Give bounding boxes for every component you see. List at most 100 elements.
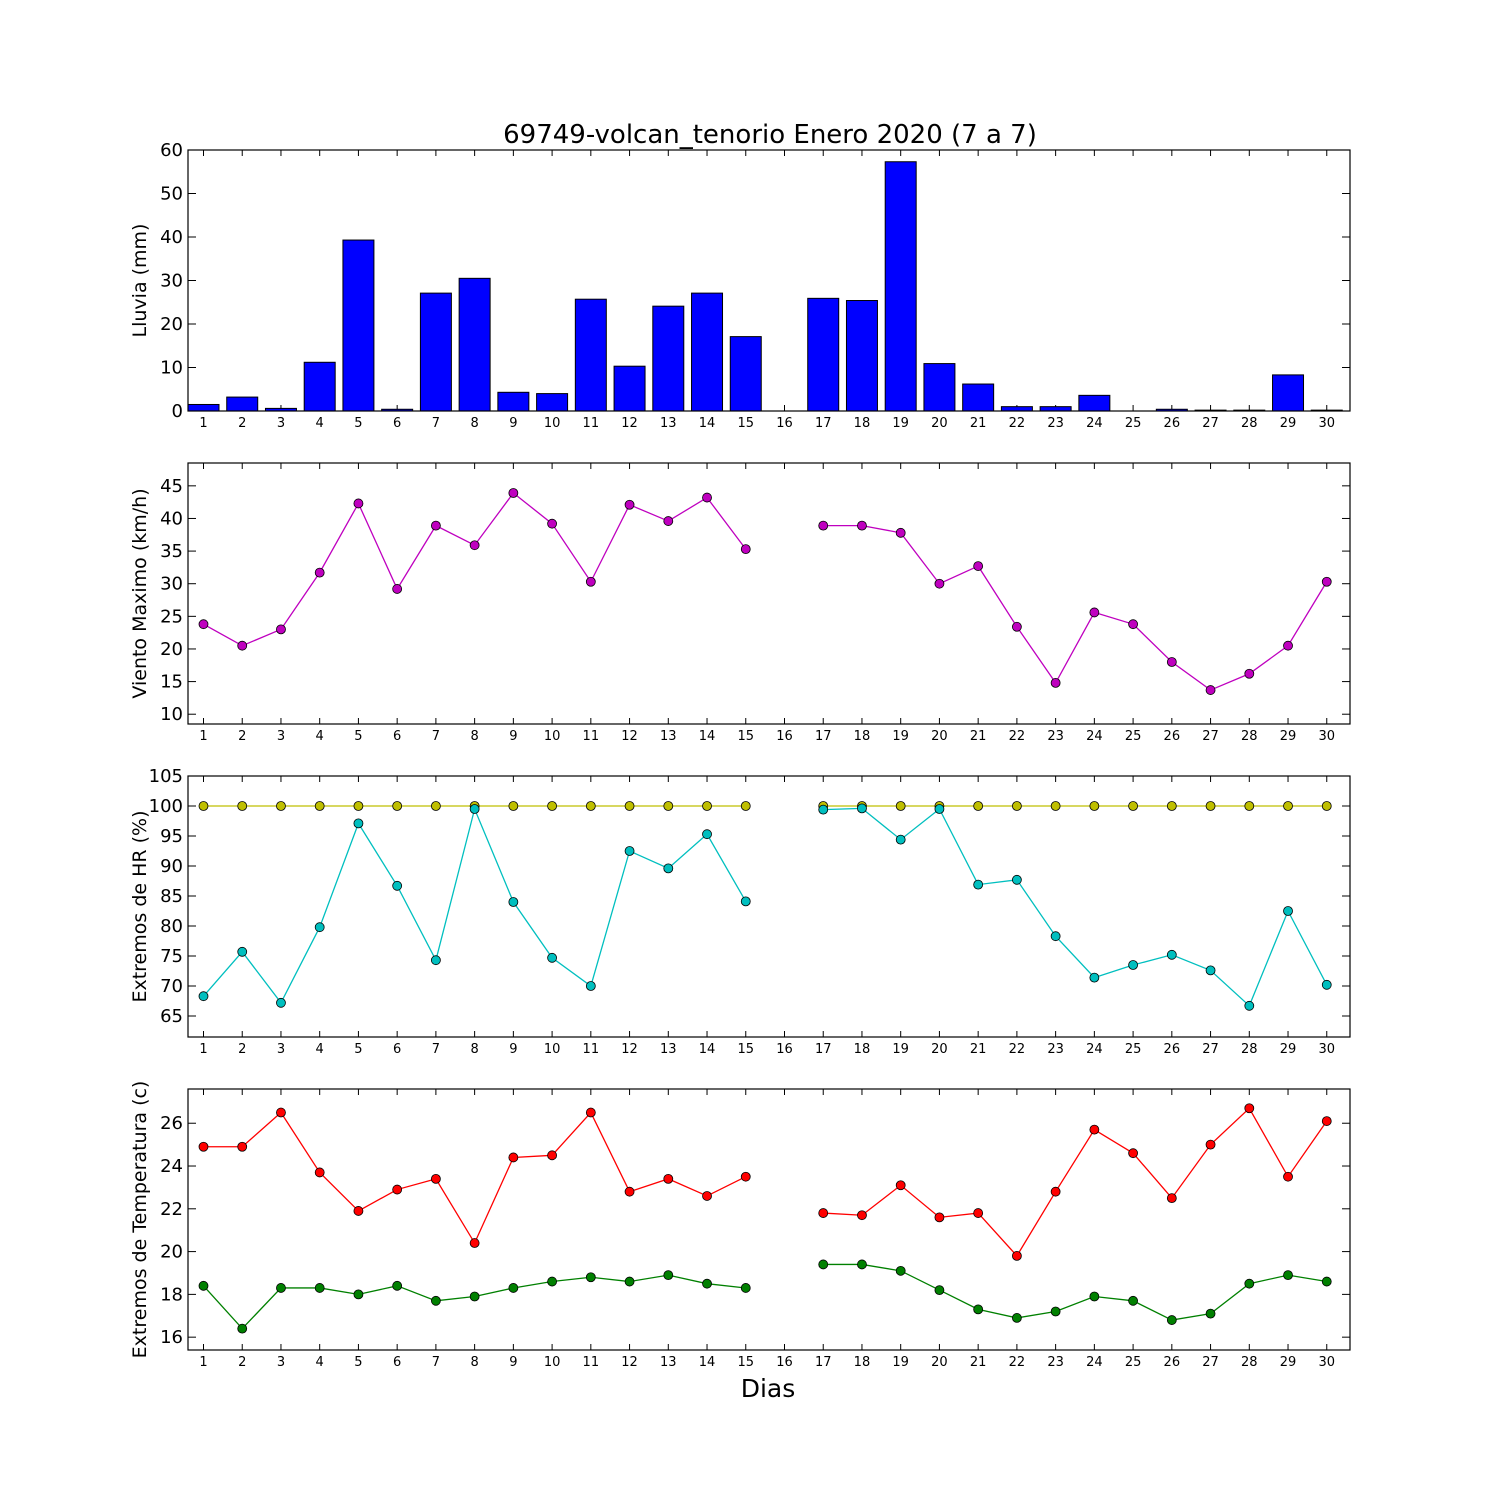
temp-min-point [237, 1323, 248, 1334]
wind-point [624, 499, 635, 510]
x-tick-label: 20 [931, 729, 948, 744]
temp-max-point [973, 1208, 984, 1218]
x-tick-label: 2 [238, 1042, 246, 1057]
x-tick-label: 14 [699, 729, 716, 744]
y-tick-label: 75 [160, 946, 183, 967]
hr-min-point [857, 803, 867, 814]
x-tick-label: 1 [199, 729, 207, 744]
x-tick-label: 21 [970, 1355, 987, 1370]
wind-point [818, 520, 829, 531]
x-tick-label: 4 [316, 729, 324, 744]
x-tick-label: 19 [892, 729, 909, 744]
hr-max-point [663, 801, 674, 811]
wind-point [392, 584, 403, 594]
x-tick-label: 3 [277, 416, 285, 431]
x-tick-label: 9 [509, 1355, 517, 1370]
temp-min-point [469, 1291, 480, 1302]
x-tick-label: 10 [544, 1355, 561, 1370]
x-tick-label: 19 [892, 1355, 909, 1370]
hr-max-point [1128, 801, 1138, 811]
x-tick-label: 16 [776, 1042, 793, 1057]
hr-max-point [392, 801, 403, 811]
x-tick-label: 1 [199, 1042, 207, 1057]
rain-bar [342, 239, 375, 412]
hr-min-point [392, 880, 403, 891]
x-tick-label: 28 [1241, 1355, 1258, 1370]
hr-min-point [1205, 965, 1216, 976]
wind-point [1166, 657, 1177, 667]
hr-min-point [585, 981, 596, 991]
temp-max-point [1011, 1250, 1022, 1261]
wind-point [430, 520, 441, 531]
x-tick-label: 19 [892, 1042, 909, 1057]
rain-bar [1078, 394, 1111, 412]
x-tick-label: 26 [1164, 1355, 1181, 1370]
x-tick-label: 26 [1164, 416, 1181, 431]
x-tick-label: 6 [393, 1042, 401, 1057]
y-tick-label: 30 [160, 574, 183, 595]
hr-max-point [624, 801, 635, 811]
temp-min-point [702, 1278, 712, 1289]
hr-min-point [740, 896, 751, 907]
x-tick-label: 22 [1009, 1355, 1026, 1370]
hr-min-point [624, 846, 635, 856]
temp-max-point [1205, 1139, 1216, 1150]
x-tick-label: 29 [1280, 416, 1297, 431]
x-tick-label: 7 [432, 1355, 440, 1370]
hr-min-line [203, 806, 747, 1005]
x-tick-label: 30 [1318, 416, 1335, 431]
rain-bar [1039, 406, 1072, 412]
x-tick-label: 3 [277, 1042, 285, 1057]
x-tick-label: 1 [199, 416, 207, 431]
x-tick-label: 15 [737, 1042, 754, 1057]
y-axis-label: Lluvia (mm) [129, 224, 151, 338]
hr-min-point [934, 804, 945, 814]
x-tick-label: 13 [660, 1042, 677, 1057]
x-tick-label: 18 [854, 729, 871, 744]
hr-min-point [353, 818, 364, 829]
x-tick-label: 25 [1125, 1355, 1142, 1370]
x-tick-label: 11 [583, 416, 600, 431]
x-tick-label: 8 [470, 1042, 478, 1057]
temp-min-point [1128, 1295, 1138, 1306]
hr-min-point [1244, 1000, 1255, 1011]
x-tick-label: 5 [354, 1355, 362, 1370]
temp-min-point [1283, 1270, 1293, 1281]
hr-max-point [276, 801, 286, 811]
temp-max-line [823, 1107, 1328, 1257]
temp-max-point [740, 1171, 751, 1182]
x-tick-label: 17 [815, 1355, 832, 1370]
x-tick-label: 20 [931, 1355, 948, 1370]
y-tick-label: 30 [160, 271, 183, 292]
temp-min-point [508, 1283, 519, 1293]
x-tick-label: 24 [1086, 729, 1103, 744]
hr-max-point [585, 801, 596, 811]
y-tick-label: 20 [160, 639, 183, 660]
temp-min-point [973, 1304, 984, 1315]
x-tick-label: 29 [1280, 1042, 1297, 1057]
x-tick-label: 22 [1009, 729, 1026, 744]
x-tick-label: 20 [931, 1042, 948, 1057]
temp-max-point [1050, 1186, 1061, 1197]
wind-point [314, 567, 325, 578]
x-tick-label: 28 [1241, 416, 1258, 431]
wind-point [1321, 576, 1332, 587]
x-tick-label: 9 [509, 729, 517, 744]
temp-max-point [430, 1173, 441, 1184]
hr-max-point [1011, 801, 1022, 811]
hr-max-point [1283, 801, 1293, 811]
x-tick-label: 12 [621, 1042, 638, 1057]
temp-max-point [198, 1141, 209, 1152]
x-tick-label: 27 [1202, 1355, 1219, 1370]
wind-point [740, 544, 751, 555]
y-tick-label: 85 [160, 886, 183, 907]
temp-max-point [547, 1150, 557, 1161]
temp-min-point [624, 1276, 635, 1287]
rain-bar [419, 292, 452, 412]
temp-min-point [1205, 1308, 1216, 1319]
temp-min-point [1011, 1313, 1022, 1323]
wind-point [1244, 668, 1255, 679]
wind-point [1089, 607, 1100, 618]
hr-min-point [973, 879, 984, 890]
